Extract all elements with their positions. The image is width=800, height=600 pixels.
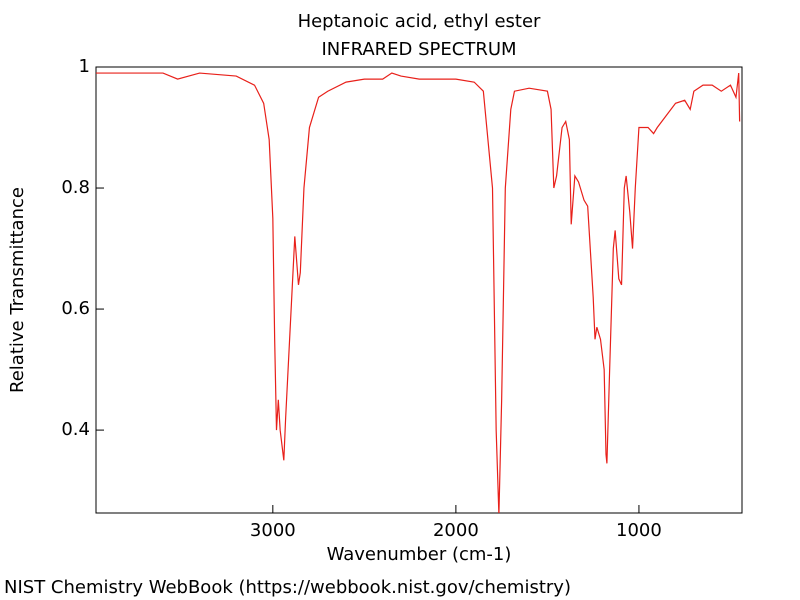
y-tick-label: 1 <box>79 56 90 77</box>
y-tick-label: 0.6 <box>61 298 90 319</box>
footer: NIST Chemistry WebBook (https://webbook.… <box>4 577 571 598</box>
y-tick-label: 0.4 <box>61 419 90 440</box>
plot-frame <box>95 66 743 514</box>
chart-subtitle: INFRARED SPECTRUM <box>321 39 516 60</box>
x-tick-label: 1000 <box>616 520 662 541</box>
y-tick-label: 0.8 <box>61 177 90 198</box>
spectrum-line <box>96 72 741 513</box>
x-axis-label: Wavenumber (cm-1) <box>327 544 512 565</box>
chart-title: Heptanoic acid, ethyl ester <box>298 11 541 32</box>
y-axis-label: Relative Transmittance <box>7 187 28 393</box>
x-tick-label: 3000 <box>250 520 296 541</box>
x-tick-label: 2000 <box>433 520 479 541</box>
